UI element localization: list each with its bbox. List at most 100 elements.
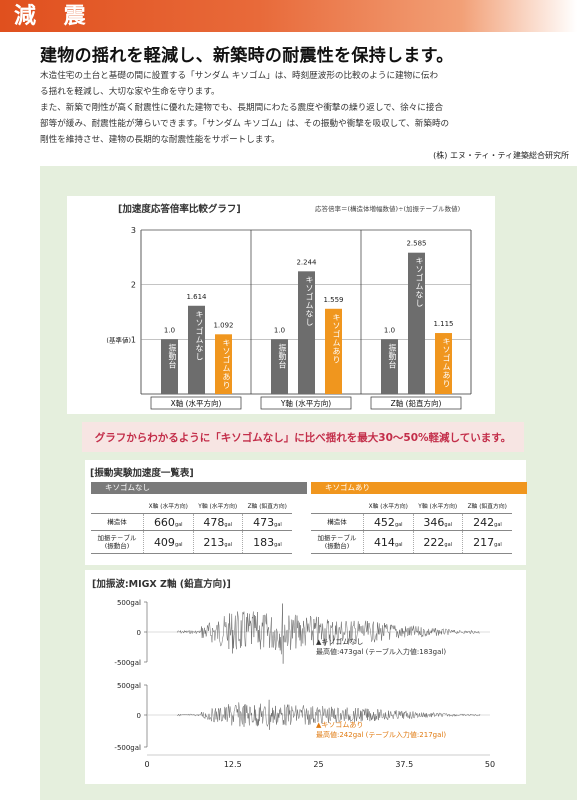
value-cell: 213gal (192, 530, 243, 554)
table-row: 構造体 660gal 478gal 473gal (91, 513, 292, 531)
bar-label: キソゴムあり (222, 338, 231, 389)
value-cell: 217gal (461, 530, 512, 554)
body-line: 部等が緩み、耐震性能が薄らいできます。「サンダム キソゴム」は、その振動や衝撃を… (40, 119, 450, 129)
wave-y-tick-label: 0 (137, 629, 141, 637)
value-unit: gal (444, 541, 453, 548)
value-cell: 222gal (412, 530, 463, 554)
chart-formula: 応答倍率＝(構造体増幅数値)÷(加振テーブル数値) (315, 205, 461, 213)
wave-x-tick-label: 50 (485, 760, 495, 769)
value-unit: gal (224, 521, 233, 528)
value-unit: gal (274, 521, 282, 528)
bar (298, 271, 315, 394)
table-header-cell: X軸 (水平方向) (363, 497, 413, 514)
table-header-cell: Z軸 (鉛直方向) (242, 497, 292, 514)
bar-label: キソゴムなし (305, 275, 314, 326)
wave-x-tick-label: 25 (313, 760, 323, 769)
table-title: [振動実験加速度一覧表] (90, 468, 194, 479)
value-number: 213 (203, 535, 225, 549)
row-label: 構造体 (91, 513, 144, 531)
value-number: 452 (373, 515, 395, 529)
value-number: 473 (253, 515, 275, 529)
value-number: 222 (423, 535, 445, 549)
value-number: 478 (203, 515, 225, 529)
table-row: 構造体 452gal 346gal 242gal (311, 513, 512, 531)
waveform (176, 603, 481, 664)
value-unit: gal (494, 541, 502, 548)
data-label: 1.0 (274, 326, 285, 334)
value-unit: gal (274, 541, 282, 548)
header-cell-blank (311, 497, 364, 514)
group-label: X軸 (水平方向) (171, 398, 222, 408)
value-cell: 452gal (363, 513, 413, 531)
value-unit: gal (174, 541, 183, 548)
bar-label: キソゴムあり (332, 313, 341, 364)
bar (408, 252, 425, 394)
wave-x-tick-label: 12.5 (224, 760, 242, 769)
section-header-bar: 減 震 (0, 0, 577, 32)
value-number: 414 (373, 535, 395, 549)
headline: 建物の揺れを軽減し、新築時の耐震性を保持します。 (40, 46, 454, 66)
bar (188, 305, 205, 394)
table-header-cell: Y軸 (水平方向) (413, 497, 463, 514)
group-label: Z軸 (鉛直方向) (391, 398, 442, 408)
value-unit: gal (174, 521, 183, 528)
wave-title: [加振波:MIGX Z軸 (鉛直方向)] (92, 579, 231, 590)
value-unit: gal (394, 521, 403, 528)
value-unit: gal (394, 541, 403, 548)
y-tick-label: 1 (131, 335, 136, 344)
wave-note: 最高値:473gal (テーブル入力値:183gal) (316, 647, 446, 656)
value-cell: 183gal (241, 530, 292, 554)
table-header-row: X軸 (水平方向) Y軸 (水平方向) Z軸 (鉛直方向) (311, 497, 512, 514)
bar (381, 339, 398, 394)
row-label: 構造体 (311, 513, 364, 531)
bar (161, 339, 178, 394)
value-number: 346 (423, 515, 445, 529)
wave-card: [加振波:MIGX Z軸 (鉛直方向)] (85, 570, 526, 784)
body-line: る揺れを軽減し、大切な家や生命を守ります。 (40, 87, 220, 97)
bar-label: キソゴムなし (415, 257, 424, 308)
group-label: Y軸 (水平方向) (280, 398, 331, 408)
bar (325, 308, 342, 394)
tag-with: キソゴムあり (311, 482, 527, 494)
wave-y-tick-label: -500gal (114, 744, 141, 752)
body-line: 剛性を維持させ、建物の長期的な耐震性能をサポートします。 (40, 135, 280, 145)
value-cell: 473gal (241, 513, 292, 531)
bar (271, 339, 288, 394)
tag-without: キソゴムなし (91, 482, 307, 494)
bar (215, 334, 232, 394)
wave-y-tick-label: 500gal (117, 599, 141, 607)
value-unit: gal (494, 521, 502, 528)
table-header-cell: X軸 (水平方向) (143, 497, 193, 514)
bar-label: キソゴムあり (442, 337, 451, 388)
value-number: 660 (153, 515, 175, 529)
value-number: 183 (253, 535, 275, 549)
data-label: 1.115 (433, 320, 453, 328)
value-unit: gal (444, 521, 453, 528)
data-label: 1.0 (384, 326, 395, 334)
table-header-row: X軸 (水平方向) Y軸 (水平方向) Z軸 (鉛直方向) (91, 497, 292, 514)
wave-y-tick-label: 500gal (117, 682, 141, 690)
group-label-box (370, 396, 462, 410)
bar-label: 振動台 (388, 342, 397, 369)
value-number: 242 (473, 515, 495, 529)
group-label-box (150, 396, 242, 410)
wave-x-tick-label: 37.5 (395, 760, 413, 769)
wave-y-tick-label: -500gal (114, 659, 141, 667)
data-label: 1.614 (186, 293, 207, 301)
value-cell: 478gal (192, 513, 243, 531)
y-tick-label: 3 (131, 226, 136, 235)
body-line: また、新築で剛性が高く耐震性に優れた建物でも、長期間にわたる震度や衝撃の繰り返し… (40, 103, 444, 113)
table-header-cell: Y軸 (水平方向) (193, 497, 243, 514)
value-unit: gal (224, 541, 233, 548)
y-tick-label: 2 (131, 281, 136, 290)
message-box: グラフからわかるように「キソゴムなし」に比べ揺れを最大30〜50%軽減しています… (82, 422, 524, 452)
value-cell: 660gal (143, 513, 193, 531)
body-text: 木造住宅の土台と基礎の間に設置する「サンダム キソゴム」は、時刻歴波形の比較のよ… (40, 68, 560, 148)
bar-label: 振動台 (168, 342, 177, 369)
table-card: [振動実験加速度一覧表] キソゴムなし キソゴムあり X軸 (水平方向) Y軸 (… (85, 460, 527, 565)
table-row: 加振テ－ブル (振動台) 409gal 213gal 183gal (91, 530, 292, 554)
wave-x-tick-label: 0 (144, 760, 149, 769)
row-label: 加振テ－ブル (振動台) (91, 530, 144, 554)
